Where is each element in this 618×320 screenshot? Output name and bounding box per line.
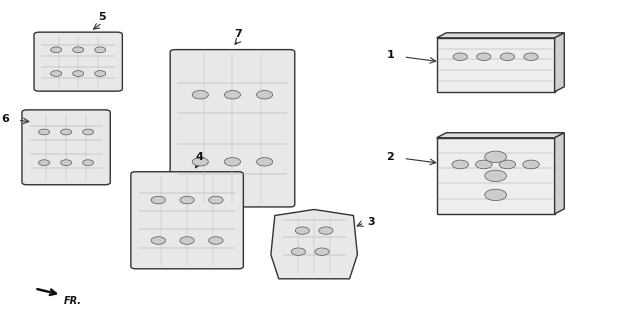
Text: 7: 7 bbox=[235, 29, 242, 39]
Circle shape bbox=[61, 160, 72, 165]
Circle shape bbox=[151, 196, 166, 204]
Circle shape bbox=[452, 160, 468, 169]
Text: 3: 3 bbox=[367, 217, 375, 227]
Circle shape bbox=[180, 196, 194, 204]
Polygon shape bbox=[437, 138, 554, 214]
Circle shape bbox=[224, 91, 240, 99]
Circle shape bbox=[95, 47, 106, 53]
Circle shape bbox=[476, 53, 491, 60]
Polygon shape bbox=[554, 133, 564, 214]
FancyBboxPatch shape bbox=[170, 50, 295, 207]
Circle shape bbox=[291, 248, 305, 255]
Polygon shape bbox=[437, 33, 564, 38]
Circle shape bbox=[500, 53, 515, 60]
Circle shape bbox=[485, 189, 507, 201]
Circle shape bbox=[83, 160, 94, 165]
FancyBboxPatch shape bbox=[34, 32, 122, 91]
Text: 2: 2 bbox=[386, 152, 394, 162]
Circle shape bbox=[485, 151, 507, 163]
Circle shape bbox=[73, 71, 83, 76]
Circle shape bbox=[38, 160, 49, 165]
Circle shape bbox=[209, 196, 223, 204]
FancyBboxPatch shape bbox=[22, 110, 110, 185]
Circle shape bbox=[256, 91, 273, 99]
Circle shape bbox=[61, 129, 72, 135]
Text: 4: 4 bbox=[195, 152, 203, 162]
Polygon shape bbox=[271, 210, 357, 279]
Circle shape bbox=[83, 129, 94, 135]
Text: 6: 6 bbox=[1, 114, 9, 124]
FancyBboxPatch shape bbox=[131, 172, 243, 269]
Circle shape bbox=[209, 237, 223, 244]
Text: 1: 1 bbox=[386, 50, 394, 60]
Text: 5: 5 bbox=[99, 12, 106, 22]
Circle shape bbox=[38, 129, 49, 135]
Circle shape bbox=[523, 160, 540, 169]
Circle shape bbox=[295, 227, 310, 234]
Circle shape bbox=[180, 237, 194, 244]
Circle shape bbox=[51, 71, 62, 76]
Circle shape bbox=[224, 157, 240, 166]
Polygon shape bbox=[554, 33, 564, 92]
Circle shape bbox=[73, 47, 83, 53]
Circle shape bbox=[453, 53, 467, 60]
Circle shape bbox=[192, 157, 208, 166]
Circle shape bbox=[524, 53, 538, 60]
Circle shape bbox=[256, 157, 273, 166]
Circle shape bbox=[192, 91, 208, 99]
Circle shape bbox=[315, 248, 329, 255]
Text: FR.: FR. bbox=[64, 296, 82, 307]
Circle shape bbox=[485, 170, 507, 181]
Polygon shape bbox=[437, 38, 554, 92]
Circle shape bbox=[476, 160, 492, 169]
Circle shape bbox=[151, 237, 166, 244]
Polygon shape bbox=[437, 133, 564, 138]
Circle shape bbox=[95, 71, 106, 76]
Circle shape bbox=[499, 160, 515, 169]
Circle shape bbox=[319, 227, 333, 234]
Circle shape bbox=[51, 47, 62, 53]
